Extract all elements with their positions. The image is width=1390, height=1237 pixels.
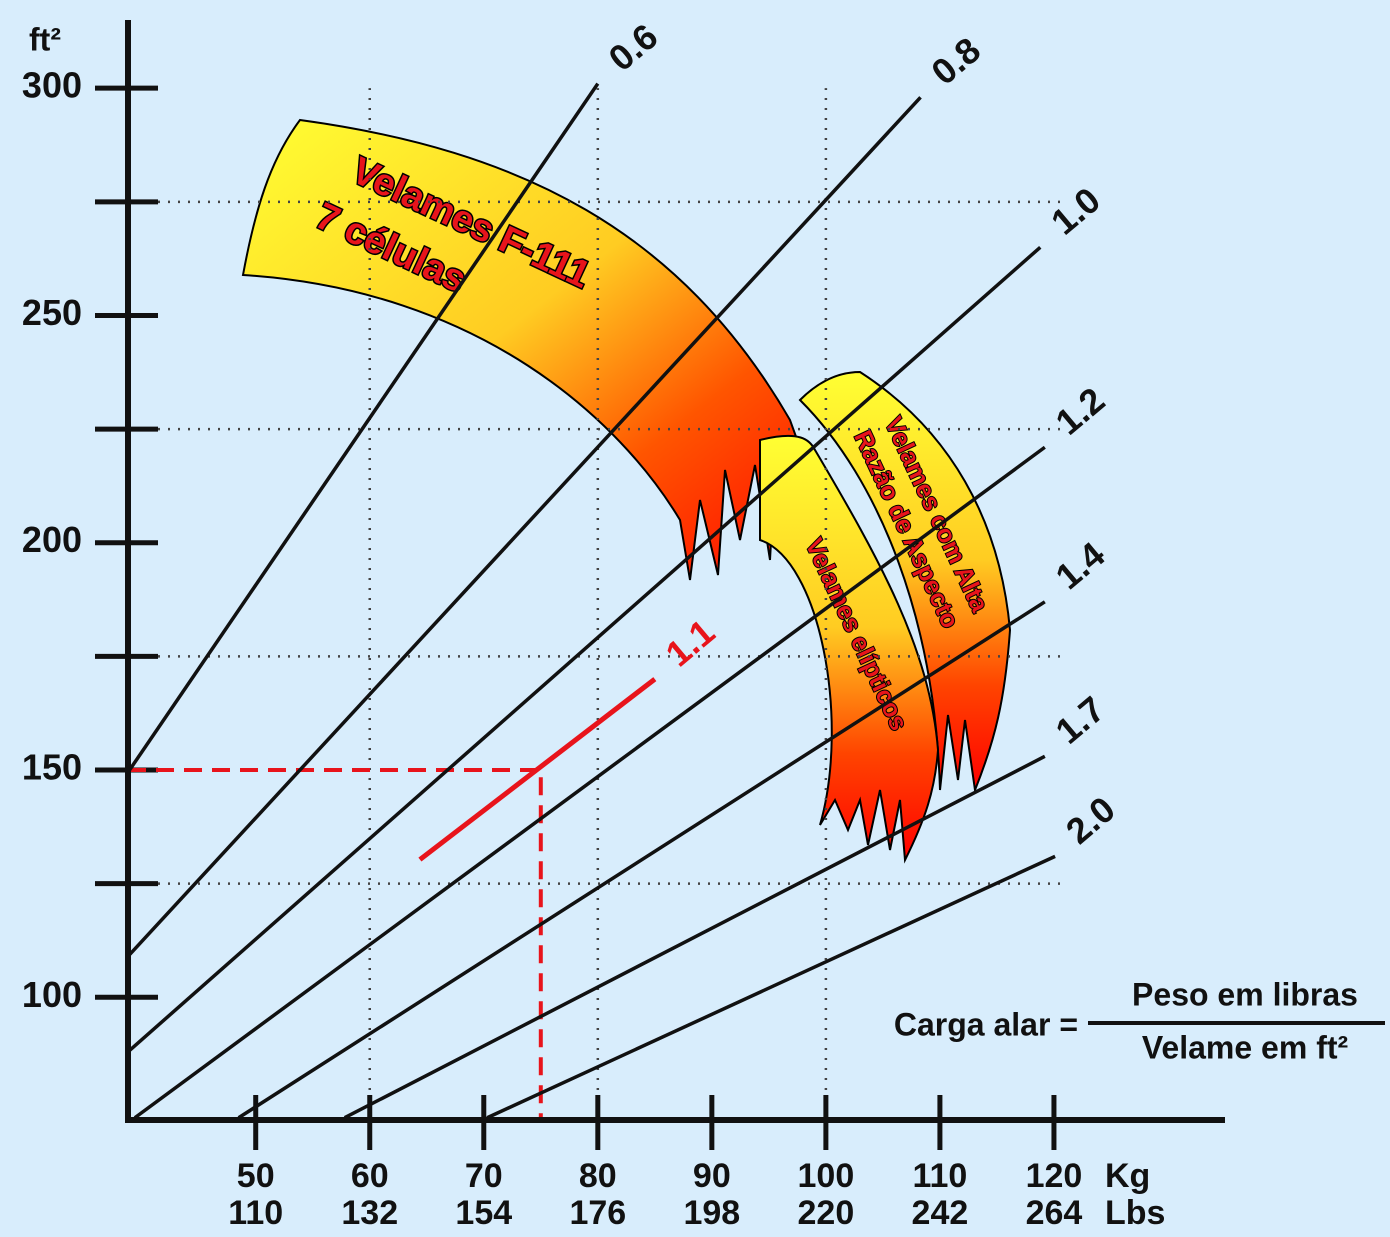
load-line [126, 96, 922, 958]
x-tick-label: 100 [798, 1157, 855, 1195]
line-label: 1.0 [1043, 179, 1108, 243]
x-tick-label: 90 [693, 1157, 731, 1195]
y-tick-label: 100 [22, 974, 82, 1015]
y-tick-label: 250 [22, 292, 82, 333]
x-tick-label: 50 [237, 1157, 275, 1195]
load-line [126, 82, 600, 774]
y-axis-label: ft² [29, 21, 61, 57]
formula-denominator: Velame em ft² [1142, 1029, 1348, 1065]
load-line [126, 245, 1042, 1054]
load-line [486, 854, 1056, 1120]
x2-tick-label: 132 [341, 1194, 398, 1232]
x2-tick-label: 110 [228, 1194, 283, 1232]
formula-left: Carga alar = [894, 1006, 1078, 1042]
x2-axis-label: Lbs [1105, 1194, 1165, 1232]
x2-tick-label: 220 [798, 1194, 855, 1232]
x-tick-label: 120 [1026, 1157, 1083, 1195]
band-f111 [241, 118, 836, 581]
load-line [343, 754, 1046, 1120]
line-label: 0.6 [601, 15, 666, 79]
load-line [133, 445, 1046, 1120]
y-tick-label: 150 [22, 747, 82, 788]
y-tick-label: 300 [22, 65, 82, 106]
load-line [237, 600, 1046, 1120]
line-label: 1.4 [1048, 534, 1113, 598]
band-high-aspect [798, 370, 1012, 794]
line-label: 1.2 [1048, 379, 1113, 443]
x2-tick-label: 176 [569, 1194, 626, 1232]
x-tick-label: 60 [351, 1157, 389, 1195]
load-line [418, 677, 657, 862]
x2-tick-label: 242 [912, 1194, 969, 1232]
x-tick-label: 70 [465, 1157, 503, 1195]
line-label: 0.8 [923, 29, 988, 93]
x-tick-label: 110 [912, 1157, 967, 1195]
x-tick-label: 80 [579, 1157, 617, 1195]
y-tick-label: 200 [22, 519, 82, 560]
x2-tick-label: 154 [455, 1194, 512, 1232]
x-axis-label: Kg [1105, 1157, 1150, 1195]
reference-line [128, 768, 543, 1120]
line-label: 1.1 [658, 611, 723, 675]
formula-numerator: Peso em libras [1132, 976, 1358, 1012]
x2-tick-label: 198 [683, 1194, 740, 1232]
line-label: 2.0 [1058, 788, 1123, 852]
x2-tick-label: 264 [1026, 1194, 1083, 1232]
bands [241, 118, 1012, 864]
line-label: 1.7 [1048, 688, 1113, 752]
